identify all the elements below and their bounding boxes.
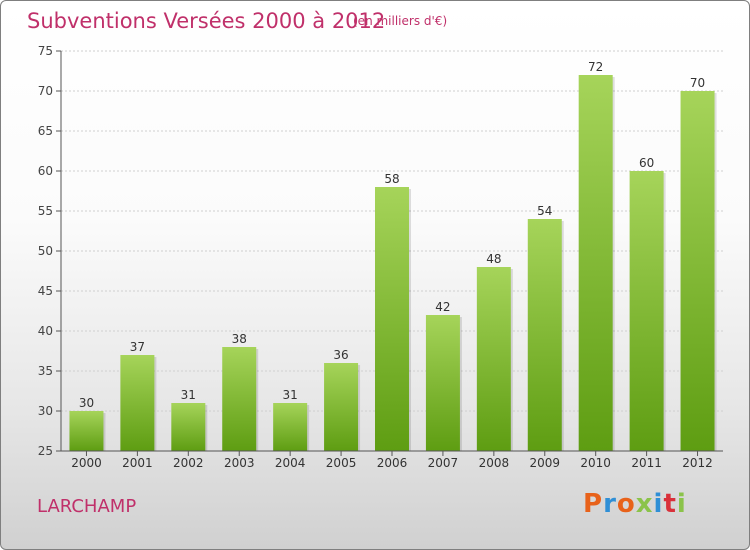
y-tick-label: 30 xyxy=(38,404,53,418)
logo-letter: i xyxy=(676,489,687,519)
bar-value-label: 36 xyxy=(333,348,348,362)
bars xyxy=(69,75,717,451)
logo-letter: r xyxy=(603,489,617,519)
x-tick-label: 2005 xyxy=(326,456,357,470)
logo-letter: i xyxy=(653,489,664,519)
bar-value-label: 54 xyxy=(537,204,552,218)
logo-letter: o xyxy=(616,489,636,519)
bar-value-label: 42 xyxy=(435,300,450,314)
x-tick-label: 2006 xyxy=(377,456,408,470)
x-tick-label: 2000 xyxy=(71,456,102,470)
bar-value-label: 37 xyxy=(130,340,145,354)
labels: 25 30 35 40 45 50 55 60 65 70 75 30 2000 37 2001 31 2002… xyxy=(38,44,713,470)
x-tick-label: 2002 xyxy=(173,456,204,470)
bar-value-label: 72 xyxy=(588,60,603,74)
y-tick-label: 40 xyxy=(38,324,53,338)
axes xyxy=(56,50,723,456)
bar-value-label: 48 xyxy=(486,252,501,266)
y-tick-label: 45 xyxy=(38,284,53,298)
bar-value-label: 60 xyxy=(639,156,654,170)
x-tick-label: 2004 xyxy=(275,456,306,470)
x-tick-label: 2009 xyxy=(529,456,560,470)
bar xyxy=(578,75,613,451)
bar-value-label: 31 xyxy=(181,388,196,402)
commune-name: LARCHAMP xyxy=(37,496,137,517)
y-tick-label: 65 xyxy=(38,124,53,138)
x-tick-label: 2011 xyxy=(631,456,662,470)
y-tick-label: 75 xyxy=(38,44,53,58)
bar xyxy=(425,315,460,451)
chart-unit-note: (en milliers d'€) xyxy=(353,14,448,28)
bar-value-label: 30 xyxy=(79,396,94,410)
proxiti-logo[interactable]: Proxiti xyxy=(583,489,687,519)
bar xyxy=(273,403,308,451)
x-tick-label: 2007 xyxy=(428,456,459,470)
x-tick-label: 2003 xyxy=(224,456,255,470)
x-tick-label: 2001 xyxy=(122,456,153,470)
y-tick-label: 50 xyxy=(38,244,53,258)
bar-value-label: 38 xyxy=(232,332,247,346)
y-tick-label: 60 xyxy=(38,164,53,178)
bar xyxy=(476,267,511,451)
bar xyxy=(120,355,155,451)
x-tick-label: 2008 xyxy=(479,456,510,470)
chart-title: Subventions Versées 2000 à 2012 xyxy=(27,9,386,33)
bar xyxy=(375,187,409,451)
bar xyxy=(171,403,206,451)
bar xyxy=(324,363,359,451)
logo-letter: x xyxy=(635,489,654,519)
x-tick-label: 2012 xyxy=(682,456,713,470)
y-tick-label: 35 xyxy=(38,364,53,378)
bar-value-label: 70 xyxy=(690,76,705,90)
bar-value-label: 58 xyxy=(384,172,399,186)
bar xyxy=(527,219,562,451)
logo-letter: P xyxy=(583,489,604,519)
bar xyxy=(222,347,257,451)
bar xyxy=(69,411,104,451)
bar-value-label: 31 xyxy=(283,388,298,402)
y-tick-label: 55 xyxy=(38,204,53,218)
bar xyxy=(680,91,715,451)
bar xyxy=(629,171,664,451)
logo-letter: t xyxy=(663,489,677,519)
x-tick-label: 2010 xyxy=(580,456,611,470)
y-tick-label: 70 xyxy=(38,84,53,98)
y-tick-label: 25 xyxy=(38,444,53,458)
